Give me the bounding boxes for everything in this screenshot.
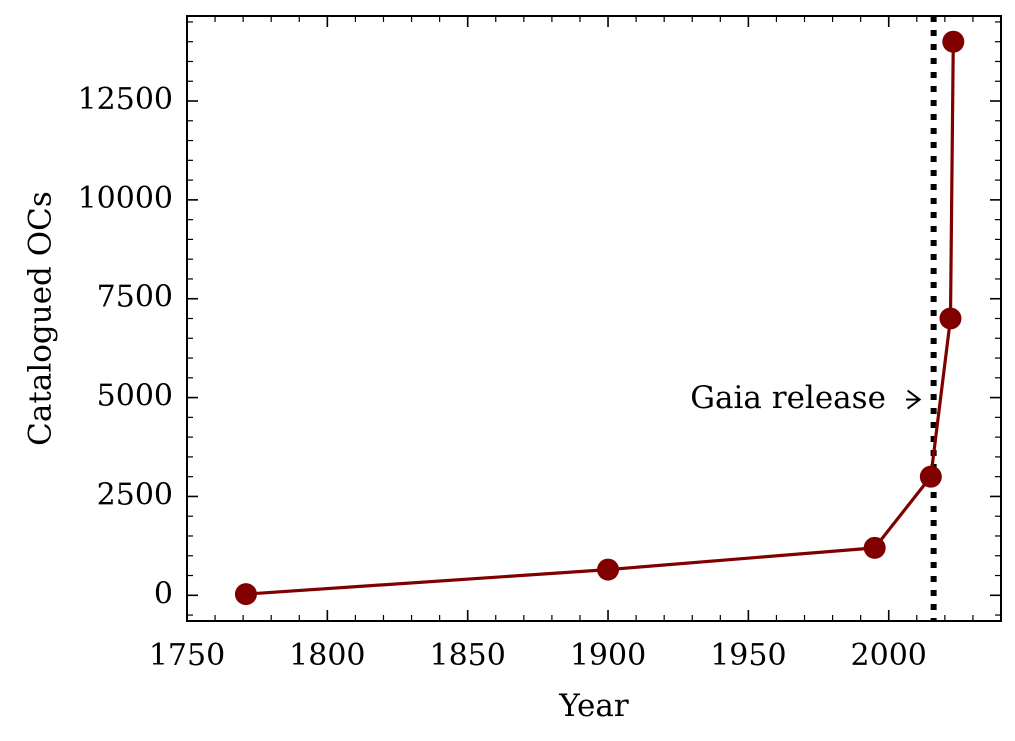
data-point <box>942 30 965 53</box>
x-axis-title: Year <box>558 688 629 724</box>
data-point <box>919 465 942 488</box>
series-group <box>234 30 965 606</box>
x-tick-label: 1800 <box>289 638 365 673</box>
data-point <box>939 307 962 330</box>
y-axis-title: Catalogued OCs <box>23 191 59 446</box>
plot-frame <box>186 15 1002 622</box>
series-line <box>245 41 955 596</box>
y-tick-label: 7500 <box>97 280 173 315</box>
y-tick-label: 0 <box>154 576 173 611</box>
y-tick-label: 5000 <box>97 379 173 414</box>
annotation-gaia-release: Gaia release <box>690 380 886 416</box>
axis-ticks <box>186 16 1002 621</box>
x-tick-label: 1950 <box>710 638 786 673</box>
y-tick-label: 2500 <box>97 477 173 512</box>
annotation-arrow-head <box>907 389 922 410</box>
x-tick-label: 2000 <box>851 638 927 673</box>
data-point <box>597 558 620 581</box>
annotation-group: Gaia release <box>690 380 922 416</box>
y-tick-label: 10000 <box>78 181 173 216</box>
data-point <box>234 583 257 606</box>
data-point <box>863 536 886 559</box>
x-tick-label: 1750 <box>149 638 225 673</box>
x-tick-label: 1850 <box>430 638 506 673</box>
tick-labels: 1750 1800 1850 1900 1950 2000 0 2500 5000 7500 100… <box>78 82 927 673</box>
y-tick-label: 12500 <box>78 82 173 117</box>
x-tick-label: 1900 <box>570 638 646 673</box>
